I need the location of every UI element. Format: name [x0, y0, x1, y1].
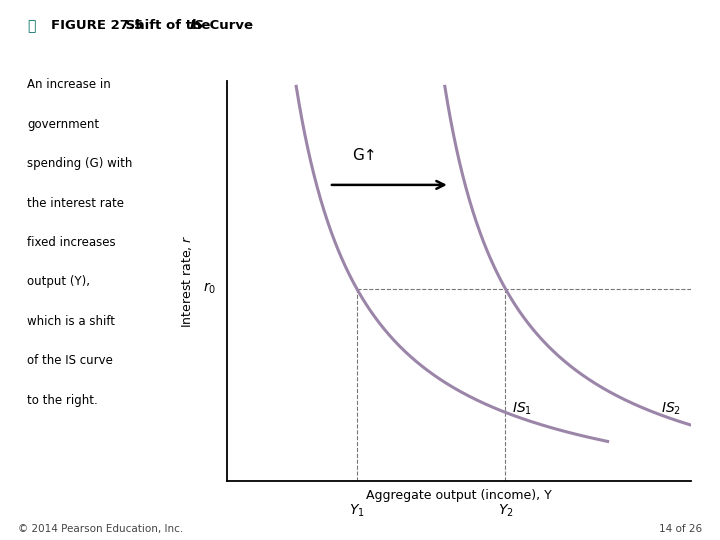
- Text: Shift of the: Shift of the: [121, 19, 215, 32]
- Text: G↑: G↑: [352, 148, 377, 163]
- Text: government: government: [27, 118, 99, 131]
- X-axis label: Aggregate output (income), Y: Aggregate output (income), Y: [366, 489, 552, 502]
- Text: fixed increases: fixed increases: [27, 236, 116, 249]
- Text: $Y_1$: $Y_1$: [349, 503, 365, 519]
- Text: FIGURE 27.5: FIGURE 27.5: [51, 19, 148, 32]
- Text: ⓧ: ⓧ: [27, 19, 36, 33]
- Text: An increase in: An increase in: [27, 78, 111, 91]
- Text: to the right.: to the right.: [27, 394, 98, 407]
- Text: IS: IS: [189, 19, 204, 32]
- Text: output (Y),: output (Y),: [27, 275, 91, 288]
- Text: of the IS curve: of the IS curve: [27, 354, 113, 367]
- Text: $r_0$: $r_0$: [203, 281, 217, 296]
- Text: spending (G) with: spending (G) with: [27, 157, 132, 170]
- Text: $Y_2$: $Y_2$: [498, 503, 513, 519]
- Text: the interest rate: the interest rate: [27, 197, 125, 210]
- Text: Interest rate, $r$: Interest rate, $r$: [180, 234, 194, 328]
- Text: which is a shift: which is a shift: [27, 315, 115, 328]
- Text: $IS_2$: $IS_2$: [661, 401, 681, 417]
- Text: Curve: Curve: [205, 19, 253, 32]
- Text: $IS_1$: $IS_1$: [513, 401, 533, 417]
- Text: 14 of 26: 14 of 26: [659, 523, 702, 534]
- Text: © 2014 Pearson Education, Inc.: © 2014 Pearson Education, Inc.: [18, 523, 184, 534]
